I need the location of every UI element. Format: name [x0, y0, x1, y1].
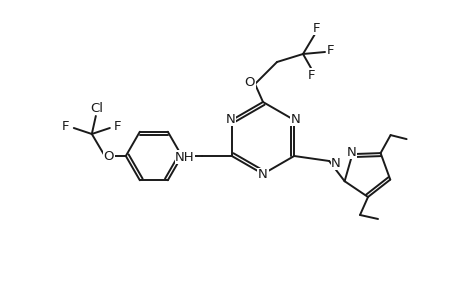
Text: N: N — [225, 112, 235, 125]
Text: F: F — [308, 68, 315, 82]
Text: F: F — [62, 119, 69, 133]
Text: NH: NH — [175, 151, 195, 164]
Text: N: N — [257, 169, 267, 182]
Text: F: F — [313, 22, 320, 34]
Text: N: N — [290, 112, 299, 125]
Text: O: O — [244, 76, 255, 88]
Text: F: F — [326, 44, 334, 56]
Text: F: F — [114, 119, 121, 133]
Text: Cl: Cl — [90, 101, 103, 115]
Text: N: N — [346, 146, 356, 159]
Text: N: N — [330, 157, 340, 169]
Text: O: O — [103, 149, 114, 163]
